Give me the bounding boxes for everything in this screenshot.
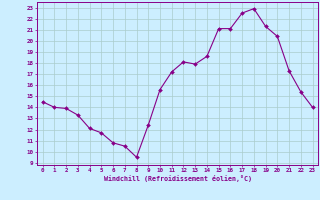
X-axis label: Windchill (Refroidissement éolien,°C): Windchill (Refroidissement éolien,°C) [104,175,252,182]
